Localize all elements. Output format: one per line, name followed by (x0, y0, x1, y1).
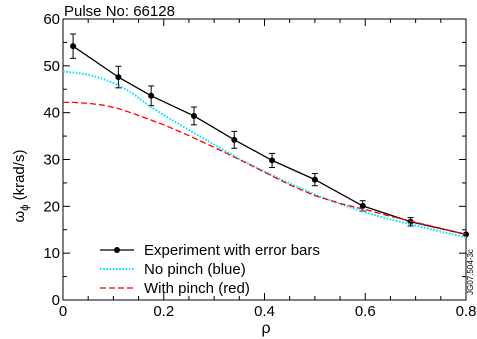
legend-label: No pinch (blue) (144, 261, 246, 278)
y-tick-label: 30 (43, 152, 60, 169)
legend-marker (114, 247, 120, 253)
data-point (190, 112, 197, 119)
data-point (70, 43, 77, 50)
data-point (269, 157, 276, 164)
series-line-3 (63, 101, 467, 236)
y-tick-label: 40 (43, 105, 60, 122)
y-tick-label: 20 (43, 198, 60, 215)
x-tick-label: 0.4 (254, 303, 275, 320)
legend-item-1: Experiment with error bars (100, 242, 320, 259)
series-1 (70, 33, 469, 238)
figure-id-label: JG07.504-3c (466, 249, 475, 295)
legend-item-3: With pinch (red) (100, 280, 250, 297)
legend-item-2: No pinch (blue) (100, 261, 246, 278)
x-axis-label: ρ (261, 320, 270, 337)
y-tick-label: 0 (52, 292, 60, 309)
y-axis-ticks: 0 10 20 30 40 50 60 (43, 11, 466, 309)
x-tick-label: 0.2 (153, 303, 174, 320)
y-tick-label: 10 (43, 245, 60, 262)
data-point (463, 231, 469, 238)
series-layer (62, 33, 469, 239)
x-axis-ticks: 0 0.2 0.4 0.6 0.8 (59, 19, 477, 320)
data-point (311, 176, 318, 183)
data-point (115, 74, 122, 81)
data-point (359, 202, 366, 209)
series-line-1 (72, 45, 467, 236)
x-tick-label: 0.8 (456, 303, 477, 320)
y-axis-label-symbol: ω (11, 210, 28, 222)
y-axis-label: ωϕ (krad/s) (11, 150, 31, 223)
y-axis-label-unit: (krad/s) (11, 150, 28, 205)
data-point (148, 92, 155, 99)
y-tick-label: 60 (43, 11, 60, 28)
chart-title: Pulse No: 66128 (64, 3, 175, 20)
legend-label: Experiment with error bars (144, 242, 320, 259)
y-tick-label: 50 (43, 58, 60, 75)
x-tick-label: 0.6 (355, 303, 376, 320)
data-point (231, 136, 238, 143)
series-3 (63, 101, 467, 236)
y-axis-label-subscript: ϕ (19, 205, 31, 211)
legend: Experiment with error bars No pinch (blue… (100, 242, 320, 297)
x-tick-label: 0 (59, 303, 67, 320)
legend-label: With pinch (red) (144, 280, 250, 297)
